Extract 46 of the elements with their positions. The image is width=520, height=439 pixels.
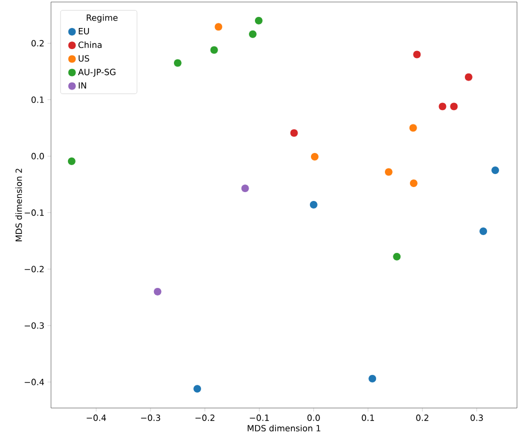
point — [309, 200, 318, 209]
x-tick-label: −0.4 — [86, 414, 106, 421]
x-tick-label: 0.2 — [416, 414, 428, 421]
legend-label: AU-JP-SG — [78, 68, 116, 77]
point — [214, 22, 223, 32]
x-tick-label: −0.2 — [195, 414, 214, 421]
point — [450, 102, 458, 111]
point — [290, 128, 298, 138]
x-tick-label: 0.1 — [362, 414, 374, 421]
point — [254, 16, 263, 25]
point — [210, 46, 218, 54]
point — [412, 50, 422, 59]
y-tick-label: −0.1 — [24, 209, 44, 216]
x-tick-label: −0.1 — [250, 414, 269, 421]
x-tick-label: 0.0 — [307, 414, 320, 421]
y-tick-label: −0.3 — [24, 322, 44, 329]
y-tick-label: −0.4 — [24, 378, 44, 386]
point — [67, 156, 76, 166]
y-axis-title: MDS dimension 2 — [15, 168, 22, 242]
point — [310, 152, 319, 161]
point — [392, 252, 402, 261]
point — [153, 287, 162, 296]
y-tick-label: 0.1 — [32, 96, 44, 103]
point — [248, 30, 257, 38]
x-tick-label: −0.3 — [141, 414, 160, 421]
legend-label: China — [78, 41, 102, 48]
legend-label: US — [78, 55, 90, 62]
legend-label: EU — [78, 28, 89, 34]
point — [408, 124, 418, 132]
point — [193, 384, 202, 394]
y-tick-label: 0.2 — [32, 40, 44, 46]
point — [479, 227, 488, 236]
point — [409, 179, 418, 188]
point — [491, 166, 500, 175]
point — [368, 374, 377, 383]
point — [240, 184, 250, 193]
point — [464, 72, 473, 82]
point — [438, 102, 447, 111]
y-tick-label: −0.2 — [24, 266, 44, 272]
point — [384, 168, 393, 176]
legend-title: Regime — [86, 14, 118, 23]
x-tick-label: 0.3 — [470, 414, 483, 421]
x-axis-title: MDS dimension 1 — [248, 424, 320, 432]
point — [173, 58, 182, 68]
y-tick-label: 0.0 — [32, 152, 44, 160]
legend-label: IN — [78, 82, 86, 89]
